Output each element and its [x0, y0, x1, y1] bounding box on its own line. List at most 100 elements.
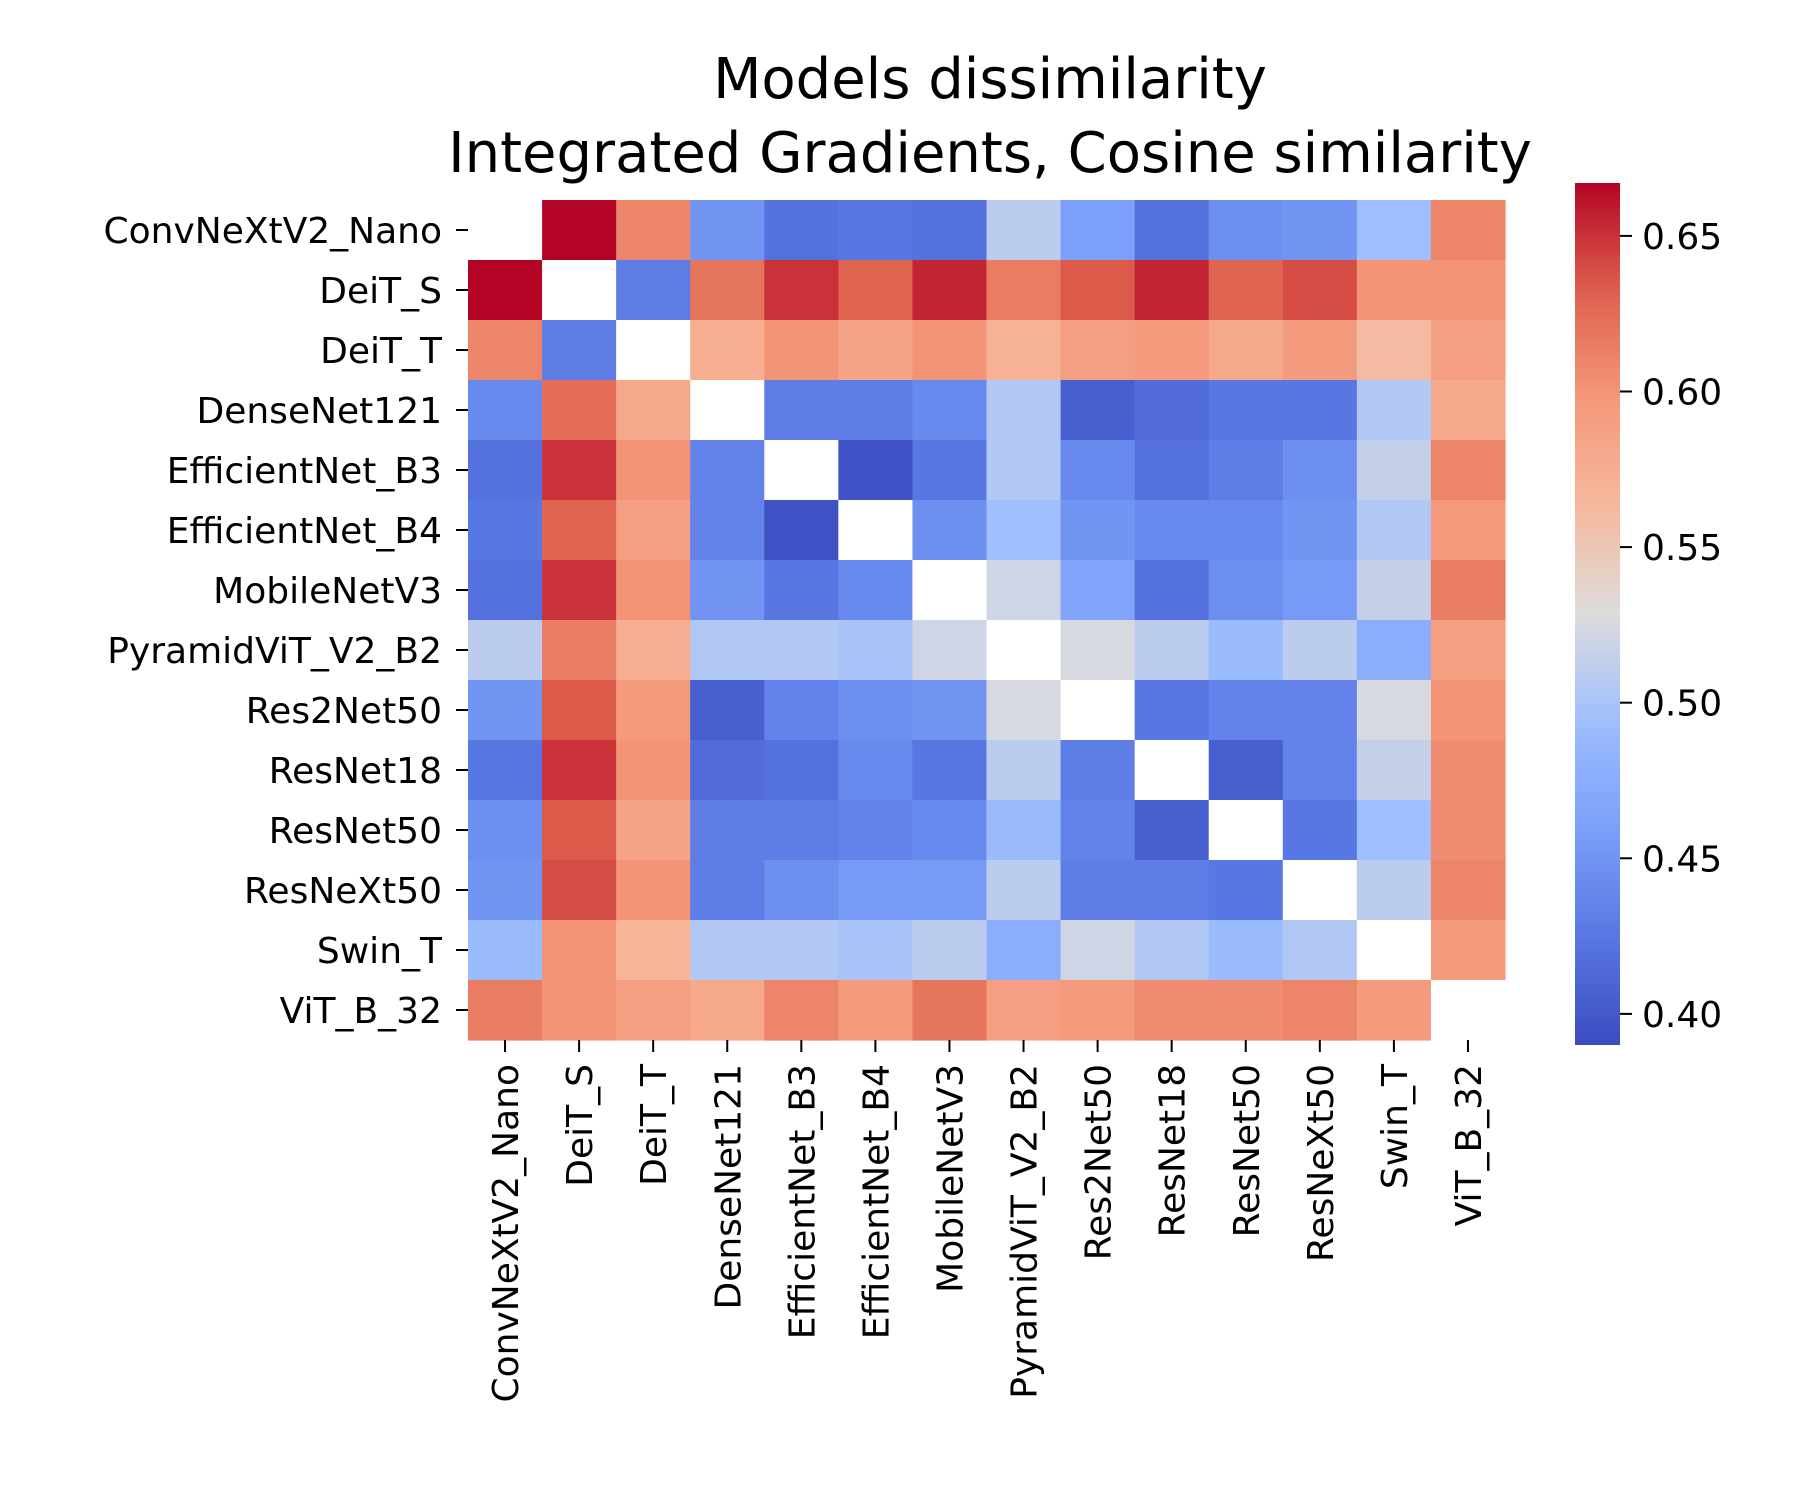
heatmap-cell — [986, 860, 1062, 921]
heatmap-cell — [1208, 860, 1284, 921]
heatmap-cell — [1060, 560, 1136, 621]
heatmap-cell — [542, 980, 617, 1041]
y-tick-label: ResNet18 — [269, 751, 442, 792]
heatmap-cell — [1208, 800, 1284, 861]
heatmap-cell — [1282, 620, 1358, 681]
heatmap-cell — [838, 680, 914, 741]
y-tick-label: Swin_T — [317, 931, 443, 972]
heatmap-cell — [468, 740, 543, 801]
heatmap-cell — [542, 260, 617, 321]
heatmap-cell — [690, 560, 765, 621]
colorbar-tick-label: 0.60 — [1642, 372, 1722, 413]
heatmap-cell — [1134, 320, 1210, 381]
x-tick-label: DeiT_S — [560, 1064, 601, 1187]
heatmap-cell — [468, 860, 543, 921]
heatmap-cell — [616, 380, 691, 441]
y-tick-label: DenseNet121 — [197, 391, 443, 432]
y-tick-label: ConvNeXtV2_Nano — [103, 211, 442, 252]
heatmap-cell — [616, 860, 691, 921]
y-tick-label: ResNeXt50 — [244, 871, 442, 912]
heatmap-cell — [468, 980, 543, 1041]
heatmap-cell — [468, 920, 543, 981]
y-axis: ConvNeXtV2_Nano DeiT_S DeiT_T DenseNet121 Ef… — [103, 211, 468, 1032]
heatmap-cell — [912, 320, 988, 381]
y-tick-label: EfficientNet_B4 — [167, 511, 442, 552]
heatmap-cell — [912, 260, 988, 321]
heatmap-cell — [838, 200, 914, 261]
heatmap-cell — [542, 500, 617, 561]
heatmap-cell — [542, 620, 617, 681]
heatmap-cell — [764, 620, 839, 681]
heatmap-cell — [616, 620, 691, 681]
heatmap-cell — [616, 800, 691, 861]
heatmap-cell — [1060, 740, 1136, 801]
heatmap-cell — [542, 320, 617, 381]
heatmap-cell — [764, 980, 839, 1041]
y-tick-label: Res2Net50 — [246, 691, 442, 732]
x-tick-label: ResNeXt50 — [1301, 1064, 1342, 1262]
y-tick-label: EfficientNet_B3 — [167, 451, 442, 492]
heatmap-cell — [1430, 920, 1506, 981]
heatmap-cell — [764, 200, 839, 261]
heatmap-cell — [986, 920, 1062, 981]
heatmap-cell — [764, 680, 839, 741]
heatmap-cell — [1356, 380, 1432, 441]
heatmap-cell — [690, 860, 765, 921]
heatmap-cell — [468, 380, 543, 441]
heatmap-cell — [764, 560, 839, 621]
heatmap-cell — [542, 800, 617, 861]
heatmap-cell — [986, 740, 1062, 801]
heatmap-cell — [764, 740, 839, 801]
colorbar-tick-label: 0.55 — [1642, 528, 1722, 569]
heatmap-cell — [1134, 200, 1210, 261]
heatmap-cell — [1356, 740, 1432, 801]
heatmap-cell — [1060, 860, 1136, 921]
heatmap-cell — [1134, 920, 1210, 981]
heatmap-cell — [1282, 560, 1358, 621]
heatmap-cell — [690, 740, 765, 801]
colorbar-tick-label: 0.40 — [1642, 995, 1722, 1036]
heatmap-cell — [1430, 200, 1506, 261]
heatmap-cell — [616, 260, 691, 321]
x-tick-label: EfficientNet_B3 — [782, 1064, 823, 1339]
heatmap-cell — [1430, 260, 1506, 321]
y-tick-label: ResNet50 — [269, 811, 442, 852]
heatmap-cell — [1060, 680, 1136, 741]
heatmap-cell — [838, 800, 914, 861]
heatmap-cell — [1430, 980, 1506, 1041]
heatmap-cell — [468, 620, 543, 681]
heatmap-cell — [912, 800, 988, 861]
heatmap-cell — [912, 980, 988, 1041]
colorbar-tick-label: 0.50 — [1642, 684, 1722, 725]
heatmap-cell — [986, 620, 1062, 681]
heatmap-cell — [1208, 560, 1284, 621]
x-tick-label: MobileNetV3 — [930, 1064, 971, 1293]
heatmap-cell — [690, 980, 765, 1041]
heatmap-cell — [764, 320, 839, 381]
heatmap-cell — [542, 380, 617, 441]
x-tick-label: ResNet50 — [1227, 1064, 1268, 1237]
heatmap-cell — [690, 440, 765, 501]
heatmap-cell — [1208, 980, 1284, 1041]
heatmap-cell — [912, 380, 988, 441]
heatmap-cell — [764, 860, 839, 921]
heatmap-cell — [468, 200, 543, 261]
x-axis: ConvNeXtV2_Nano DeiT_S DeiT_T DenseNet121 Ef… — [486, 1040, 1490, 1403]
heatmap-cell — [1356, 680, 1432, 741]
heatmap-cell — [1356, 620, 1432, 681]
colorbar-gradient — [1575, 183, 1620, 1045]
heatmap-cell — [1060, 500, 1136, 561]
heatmap-cell — [1430, 860, 1506, 921]
heatmap-cell — [912, 200, 988, 261]
heatmap-cell — [912, 560, 988, 621]
y-tick-label: MobileNetV3 — [213, 571, 442, 612]
heatmap-cell — [1356, 260, 1432, 321]
heatmap-cell — [1134, 740, 1210, 801]
heatmap-cells — [468, 200, 1506, 1041]
heatmap-cell — [1208, 740, 1284, 801]
heatmap-cell — [616, 920, 691, 981]
heatmap-cell — [838, 740, 914, 801]
heatmap-cell — [690, 200, 765, 261]
heatmap-cell — [1356, 440, 1432, 501]
y-tick-label: DeiT_T — [320, 331, 443, 372]
